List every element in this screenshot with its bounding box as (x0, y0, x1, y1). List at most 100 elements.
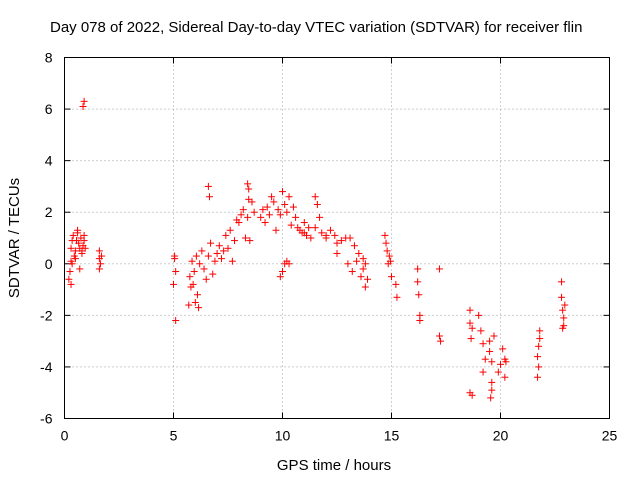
data-point (348, 268, 356, 276)
data-point (185, 301, 193, 309)
data-point (382, 239, 390, 247)
data-point (318, 229, 326, 237)
data-point (250, 208, 258, 216)
data-point (276, 273, 284, 281)
y-tick-label: -2 (40, 307, 53, 323)
data-point (534, 373, 542, 381)
data-point (357, 273, 365, 281)
data-point (307, 234, 315, 242)
data-point (224, 244, 232, 252)
data-point (535, 363, 543, 371)
data-point (74, 226, 82, 234)
data-point (245, 185, 253, 193)
data-point (228, 257, 236, 265)
data-point (468, 391, 476, 399)
data-point (383, 247, 391, 255)
data-point (416, 317, 424, 325)
data-point (337, 237, 345, 245)
data-point (488, 386, 496, 394)
data-point (189, 280, 197, 288)
data-point (333, 239, 341, 247)
data-point (353, 257, 361, 265)
data-point (490, 332, 498, 340)
data-point (244, 180, 252, 188)
grid (64, 57, 610, 419)
data-point (79, 102, 87, 110)
data-point (502, 358, 510, 366)
data-point (477, 327, 485, 335)
data-point (241, 234, 249, 242)
data-point (231, 237, 239, 245)
data-point (560, 314, 568, 322)
data-point (300, 229, 308, 237)
data-point (274, 206, 282, 214)
data-point (204, 182, 212, 190)
data-point (71, 255, 79, 263)
data-point (316, 213, 324, 221)
x-tick-label: 0 (61, 428, 69, 444)
data-point (381, 231, 389, 239)
data-point (98, 252, 106, 260)
chart-title: Day 078 of 2022, Sidereal Day-to-day VTE… (50, 19, 582, 36)
data-point (209, 270, 217, 278)
data-point (67, 244, 75, 252)
data-point (245, 195, 253, 203)
data-point (437, 337, 445, 345)
data-point (68, 260, 76, 268)
data-point (468, 324, 476, 332)
data-point (193, 291, 201, 299)
data-point (285, 193, 293, 201)
data-point (66, 268, 74, 276)
x-tick-label: 20 (493, 428, 509, 444)
data-point (81, 244, 89, 252)
x-tick-label: 15 (384, 428, 400, 444)
data-point (289, 203, 297, 211)
data-point (205, 193, 213, 201)
data-point (364, 275, 372, 283)
data-point (237, 211, 245, 219)
data-point (558, 293, 566, 301)
data-point (435, 332, 443, 340)
data-point (292, 213, 300, 221)
data-point (535, 342, 543, 350)
data-point (534, 353, 542, 361)
data-point (355, 249, 363, 257)
data-point (67, 280, 75, 288)
data-point (65, 275, 73, 283)
data-point (386, 257, 394, 265)
data-point (71, 247, 79, 255)
data-point (285, 260, 293, 268)
data-point (488, 358, 496, 366)
data-point (467, 335, 475, 343)
data-point (486, 347, 494, 355)
data-point (561, 301, 569, 309)
y-tick-label: 2 (45, 204, 53, 220)
data-point (486, 337, 494, 345)
data-point (497, 360, 504, 368)
data-point (313, 200, 321, 208)
data-point (361, 283, 369, 291)
data-point (213, 249, 221, 257)
data-point (200, 265, 208, 273)
data-point (283, 208, 291, 216)
data-point (558, 278, 566, 286)
data-point (281, 200, 289, 208)
y-tick-label: -6 (40, 411, 53, 427)
data-point (196, 260, 204, 268)
data-point (311, 193, 319, 201)
data-point (359, 255, 367, 263)
y-tick-label: -4 (40, 359, 53, 375)
data-point (536, 327, 544, 335)
y-tick-label: 0 (45, 256, 53, 272)
data-point (466, 306, 474, 314)
data-points (65, 97, 569, 402)
data-point (211, 257, 219, 265)
y-axis-label: SDTVAR / TECUs (6, 178, 23, 298)
data-point (268, 193, 276, 201)
data-point (75, 239, 83, 247)
data-point (263, 203, 271, 211)
data-point (195, 304, 203, 312)
data-point (415, 291, 423, 299)
data-point (388, 273, 395, 281)
data-point (346, 234, 354, 242)
